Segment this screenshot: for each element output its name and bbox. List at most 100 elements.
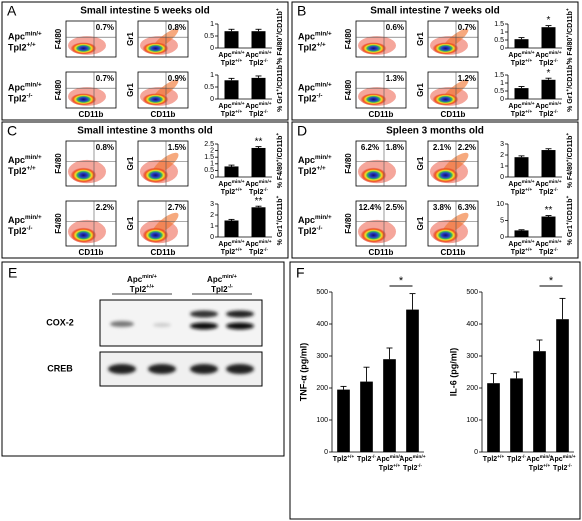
category-label: Tpl2-/-: [539, 187, 558, 196]
panel-letter: B: [297, 3, 306, 19]
row-label: Apcmin/+: [298, 31, 332, 42]
category-label: Apcmin/+: [535, 239, 561, 248]
bar: [251, 77, 266, 99]
row-label-part: min/+: [25, 82, 42, 89]
blot-bands: [108, 310, 254, 374]
y-tick-label: 1.5: [204, 154, 214, 161]
row-label: Tpl2-/-: [8, 225, 32, 236]
gate-percent: 1.5%: [168, 143, 186, 152]
panel-letter: F: [296, 265, 305, 281]
panel-frame: [291, 121, 579, 259]
category-label: Apcmin/+: [218, 239, 244, 248]
category-label-part: Apc: [535, 52, 548, 59]
gate-percent: 6.3%: [458, 203, 476, 212]
category-label: Tpl2+/+: [221, 187, 243, 196]
row-label: Apcmin/+: [298, 154, 332, 165]
band: [226, 364, 254, 374]
row-label-part: min/+: [25, 214, 42, 221]
category-label-part: Apc: [218, 181, 231, 188]
y-tick-label: 0: [210, 45, 214, 52]
category-label: Tpl2+/+: [221, 109, 243, 118]
flow-y-label: F4/80: [54, 79, 63, 100]
category-label-part: Apc: [218, 103, 231, 110]
y-tick-label: 400: [316, 321, 328, 328]
bar-y-label-part: +: [276, 222, 281, 225]
y-tick-label: 0: [500, 234, 504, 241]
category-label: Tpl2-/-: [553, 463, 572, 472]
category-label-part: Apc: [526, 456, 539, 463]
category-label-part: Apc: [535, 241, 548, 248]
flow-y-label: F4/80: [54, 213, 63, 234]
bar-y-label-part: % Gr1: [567, 225, 574, 245]
category-label: Tpl2-/-: [403, 463, 422, 472]
y-tick-label: 0: [474, 449, 478, 456]
flow-y-label: F4/80: [54, 28, 63, 49]
category-label-part: min/+: [522, 50, 535, 56]
bar-y-label-part: % Gr1: [277, 92, 284, 112]
row-label-part: Tpl2: [298, 43, 317, 53]
bar-y-label-part: % F4/80: [567, 38, 574, 64]
row-label-part: +/+: [317, 42, 326, 49]
y-tick-label: 100: [316, 417, 328, 424]
category-label-part: Tpl2: [539, 60, 553, 67]
band: [226, 310, 254, 318]
category-label-part: +/+: [543, 463, 550, 469]
row-label: Tpl2+/+: [298, 42, 326, 53]
row-label-part: -/-: [317, 93, 323, 100]
row-label-part: min/+: [25, 31, 42, 38]
bar-y-label: % Gr1+/CD11b+: [276, 62, 284, 112]
row-label-part: -/-: [27, 225, 33, 232]
row-label-part: Tpl2: [298, 226, 317, 236]
bar: [541, 27, 556, 48]
flow-y-label: Gr1: [126, 216, 135, 230]
category-label-part: Tpl2: [249, 249, 263, 256]
row-label-part: Apc: [8, 155, 25, 165]
row-label-part: min/+: [315, 31, 332, 38]
flow-y-label: F4/80: [344, 153, 353, 174]
flow-y-label: Gr1: [416, 83, 425, 97]
flow-y-label: Gr1: [416, 32, 425, 46]
row-label-part: Tpl2: [8, 94, 27, 104]
flow-x-label: CD11b: [79, 110, 104, 119]
category-label: Apcmin/+: [245, 50, 271, 59]
gate-percent: 0.7%: [96, 74, 114, 83]
y-tick-label: 2: [210, 212, 214, 219]
category-label-part: Tpl2: [539, 189, 553, 196]
bar: [514, 230, 529, 237]
y-tick-label: 0.5: [494, 88, 504, 95]
category-label-part: Tpl2: [221, 249, 235, 256]
category-label-part: Apc: [218, 52, 231, 59]
gate-percent: 0.7%: [458, 23, 476, 32]
category-label-part: +/+: [235, 187, 242, 193]
flow-x-label: CD11b: [79, 248, 104, 257]
row-label-part: Apc: [298, 155, 315, 165]
y-axis-label: TNF-α (pg/ml): [298, 343, 308, 402]
category-label-part: Tpl2: [553, 465, 567, 472]
category-label: Apcmin/+: [535, 179, 561, 188]
row-label-part: Tpl2: [298, 94, 317, 104]
gate-percent: 2.2%: [96, 203, 114, 212]
bar-y-label-part: /CD11b: [567, 136, 574, 160]
y-tick-label: 0: [210, 234, 214, 241]
significance: **: [255, 136, 263, 147]
lane-label-part: Tpl2: [130, 285, 147, 294]
category-label: Tpl2+/+: [511, 58, 533, 67]
band: [110, 321, 134, 327]
category-label-part: min/+: [232, 179, 245, 185]
bar: [541, 79, 556, 99]
bar: [514, 88, 529, 99]
row-label-part: Apc: [8, 83, 25, 93]
row-label: Tpl2+/+: [8, 165, 36, 176]
category-label-part: min/+: [540, 454, 553, 460]
significance: *: [399, 275, 404, 287]
category-label-part: Tpl2: [221, 189, 235, 196]
flow-y-label: F4/80: [54, 153, 63, 174]
y-tick-label: 0: [210, 174, 214, 181]
significance: **: [545, 205, 553, 216]
category-label: Tpl2-/-: [249, 247, 268, 256]
flow-density: [142, 42, 169, 55]
category-label-part: -/-: [263, 187, 268, 193]
y-tick-label: 0: [500, 174, 504, 181]
